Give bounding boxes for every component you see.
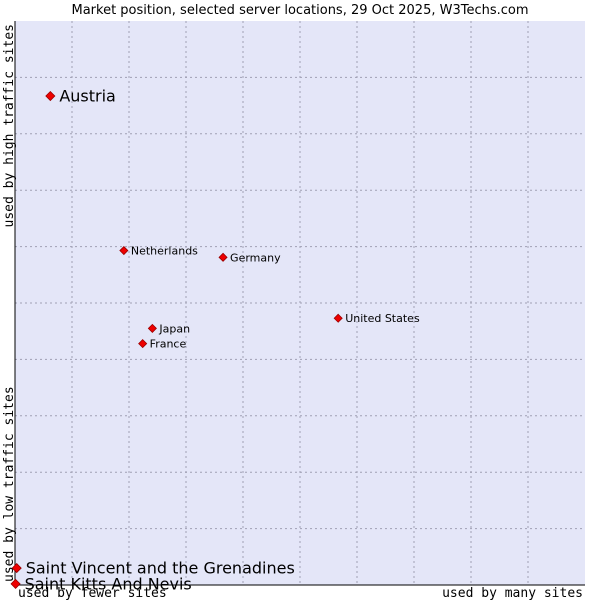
scatter-point — [138, 339, 148, 349]
scatter-point — [119, 245, 129, 256]
scatter-point — [147, 323, 157, 333]
y-axis-label-bottom: used by low traffic sites — [2, 386, 17, 582]
point-label: Japan — [158, 322, 190, 335]
point-label: Saint Kitts And Nevis — [25, 574, 192, 593]
point-label: Germany — [230, 251, 281, 264]
y-axis-label-top: used by high traffic sites — [2, 24, 17, 228]
x-axis-label-left: used by fewer sites — [18, 586, 167, 600]
point-label: Saint Vincent and the Grenadines — [26, 559, 295, 578]
scatter-point — [11, 563, 22, 574]
x-axis-label-right: used by many sites — [442, 586, 583, 600]
scatter-point — [45, 90, 56, 102]
gridlines — [15, 21, 585, 585]
data-points: Austria Netherlands Germany United States Ja… — [10, 87, 420, 593]
chart-title: Market position, selected server locatio… — [71, 3, 528, 18]
point-label: Austria — [59, 87, 116, 106]
scatter-point — [218, 252, 228, 262]
scatter-point — [10, 578, 21, 589]
point-label: France — [150, 338, 187, 351]
point-label: Netherlands — [131, 245, 198, 258]
scatter-point — [333, 313, 343, 323]
point-label: United States — [345, 312, 420, 325]
